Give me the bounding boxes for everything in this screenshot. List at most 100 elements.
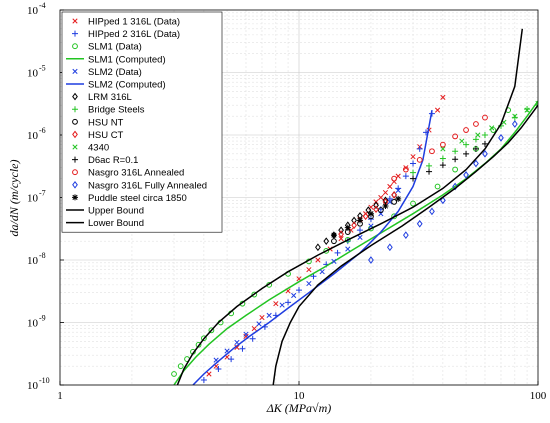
series-puddle-steel-circa-1850 bbox=[330, 195, 402, 239]
legend-label: Puddle steel circa 1850 bbox=[88, 193, 187, 204]
legend-item: LRM 316L bbox=[72, 92, 132, 103]
series-nasgro-316l-fully-annealed bbox=[368, 120, 518, 264]
data-point bbox=[395, 187, 401, 193]
legend-label: LRM 316L bbox=[88, 92, 132, 103]
data-point bbox=[402, 231, 409, 239]
data-point bbox=[511, 120, 518, 128]
data-point bbox=[410, 200, 416, 207]
series-lower-bound bbox=[272, 104, 538, 385]
y-tick-label: 10 bbox=[27, 5, 39, 17]
x-axis-label-group: ΔK (MPa√m) bbox=[266, 401, 332, 415]
data-point bbox=[410, 154, 416, 160]
legend-item: HIPped 1 316L (Data) bbox=[72, 17, 180, 28]
series-line-lower-bound bbox=[272, 104, 538, 385]
data-point bbox=[452, 166, 459, 173]
data-point bbox=[373, 201, 379, 210]
data-point bbox=[251, 325, 257, 332]
data-point bbox=[481, 140, 488, 147]
legend-label: SLM2 (Computed) bbox=[88, 80, 166, 91]
data-point bbox=[472, 145, 479, 152]
data-point bbox=[243, 331, 249, 337]
legend-swatch bbox=[72, 30, 78, 37]
data-point bbox=[368, 256, 374, 264]
data-point bbox=[215, 366, 222, 373]
data-point bbox=[463, 127, 469, 133]
data-point bbox=[459, 138, 465, 144]
x-tick-label: 10 bbox=[294, 390, 306, 402]
data-point bbox=[481, 132, 488, 138]
data-point bbox=[306, 267, 312, 273]
legend-item: HSU CT bbox=[72, 130, 124, 141]
data-point bbox=[266, 312, 272, 318]
legend-swatch bbox=[72, 180, 78, 189]
legend-box bbox=[61, 11, 223, 233]
data-point bbox=[416, 145, 423, 152]
legend-swatch bbox=[72, 43, 78, 50]
legend-swatch bbox=[72, 194, 78, 201]
data-point bbox=[249, 335, 256, 342]
data-point bbox=[402, 173, 409, 180]
y-axis-label: da/dN (m/cycle) bbox=[7, 160, 21, 237]
data-point bbox=[206, 371, 212, 377]
legend-label: HSU NT bbox=[88, 117, 124, 128]
legend-swatch bbox=[72, 18, 78, 24]
data-point bbox=[386, 243, 393, 252]
data-point bbox=[323, 247, 330, 254]
data-point bbox=[440, 146, 446, 152]
data-point bbox=[345, 246, 351, 252]
data-point bbox=[319, 269, 325, 275]
data-point bbox=[382, 203, 389, 210]
data-point bbox=[416, 156, 423, 163]
data-point bbox=[315, 243, 321, 252]
y-tick-exponent: -9 bbox=[39, 314, 46, 323]
data-point bbox=[434, 183, 441, 190]
data-point bbox=[524, 106, 531, 113]
data-point bbox=[386, 195, 393, 202]
data-point bbox=[524, 107, 530, 113]
y-tick-label: 10 bbox=[27, 130, 39, 142]
data-point bbox=[475, 132, 481, 138]
data-point bbox=[452, 156, 459, 163]
data-point bbox=[285, 299, 292, 306]
data-point bbox=[410, 160, 417, 167]
y-tick-exponent: -4 bbox=[39, 1, 46, 10]
data-point bbox=[473, 159, 479, 168]
y-tick-label: 10 bbox=[27, 68, 39, 80]
data-point bbox=[256, 321, 262, 327]
data-point bbox=[439, 155, 446, 162]
data-point bbox=[330, 232, 337, 239]
data-point bbox=[338, 235, 344, 242]
data-point bbox=[367, 210, 374, 217]
legend-label: Lower Bound bbox=[88, 218, 144, 229]
series-layer bbox=[171, 28, 538, 385]
legend-swatch bbox=[72, 156, 78, 163]
data-point bbox=[382, 189, 389, 196]
legend-label: HSU CT bbox=[88, 130, 124, 141]
y-tick-label: 10 bbox=[27, 380, 39, 392]
data-point bbox=[200, 335, 207, 342]
data-point bbox=[279, 302, 285, 308]
data-point bbox=[239, 345, 246, 352]
data-point bbox=[234, 344, 240, 350]
data-point bbox=[373, 205, 379, 214]
data-point bbox=[306, 280, 312, 287]
series-slm2-computed bbox=[192, 109, 433, 385]
data-point bbox=[331, 238, 337, 245]
data-point bbox=[344, 224, 351, 231]
data-point bbox=[351, 216, 357, 225]
data-point bbox=[228, 356, 235, 363]
data-point bbox=[338, 230, 344, 238]
legend-label: SLM1 (Computed) bbox=[88, 54, 166, 65]
data-point bbox=[482, 114, 488, 121]
data-point bbox=[402, 166, 409, 173]
legend-item: SLM2 (Data) bbox=[72, 67, 142, 78]
data-point bbox=[357, 217, 364, 224]
data-point bbox=[434, 107, 441, 113]
series-nasgro-316l-annealed bbox=[391, 114, 488, 182]
data-point bbox=[387, 199, 393, 205]
data-point bbox=[498, 134, 504, 142]
data-point bbox=[334, 249, 341, 256]
legend-item: Puddle steel circa 1850 bbox=[72, 193, 187, 204]
data-point bbox=[440, 94, 446, 100]
